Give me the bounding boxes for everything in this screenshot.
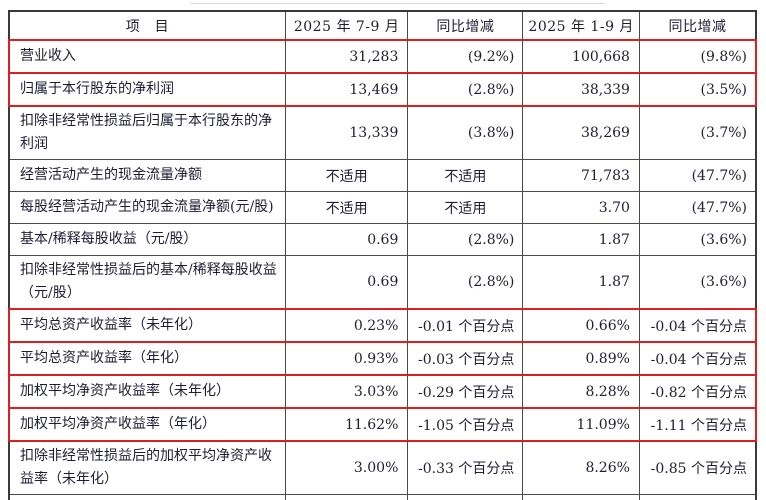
cell-q3-value: 13,339 (284, 105, 409, 160)
cell-ytd-yoy: (3.5%) (638, 72, 757, 107)
cell-ytd-yoy: -0.04 个百分点 (638, 308, 757, 343)
cell-q3-yoy: -0.01 个百分点 (407, 308, 524, 343)
cell-ytd-value: 0.89% (522, 341, 640, 376)
cell-ytd-yoy: -1.14 个百分点 (638, 494, 757, 500)
table-row: 平均总资产收益率（年化） 0.93% -0.03 个百分点 0.89% -0.0… (7, 341, 757, 376)
cell-ytd-value: 1.87 (522, 223, 640, 256)
cell-q3-yoy: -0.03 个百分点 (407, 341, 524, 376)
cell-q3-value: 0.69 (284, 223, 409, 256)
cell-ytd-value: 8.26% (522, 440, 640, 495)
cell-item-label: 扣除非经常性损益后的加权平均净资产收益率（未年化） (8, 440, 286, 495)
cell-ytd-yoy: (9.8%) (638, 39, 757, 74)
cell-q3-value: 3.03% (284, 374, 409, 409)
cell-ytd-yoy: (3.6%) (638, 223, 757, 256)
cell-item-label: 扣除非经常性损益后归属于本行股东的净利润 (8, 105, 286, 160)
table-body: 营业收入 31,283 (9.2%) 100,668 (9.8%) 归属于本行股… (7, 39, 757, 500)
cell-q3-value: 13,469 (284, 72, 409, 107)
cell-q3-value: 不适用 (284, 159, 409, 192)
cell-ytd-yoy: -1.11 个百分点 (638, 407, 757, 442)
column-header-q3-yoy: 同比增减 (407, 10, 524, 41)
financial-summary-table: 项 目 2025 年 7-9 月 同比增减 2025 年 1-9 月 同比增减 … (7, 10, 757, 500)
cell-q3-yoy: -0.29 个百分点 (407, 374, 524, 409)
cell-ytd-value: 11.07% (522, 494, 640, 500)
cell-ytd-value: 0.66% (522, 308, 640, 343)
cell-ytd-value: 8.28% (522, 374, 640, 409)
cell-q3-yoy: (2.8%) (407, 255, 524, 310)
column-header-q3-period: 2025 年 7-9 月 (284, 10, 409, 41)
cell-q3-yoy: (2.8%) (407, 223, 524, 256)
cell-q3-yoy: 不适用 (407, 159, 524, 192)
cell-ytd-value: 38,339 (522, 72, 640, 107)
cell-item-label: 加权平均净资产收益率（年化） (7, 407, 286, 442)
cell-item-label: 归属于本行股东的净利润 (7, 72, 286, 107)
cell-q3-value: 0.69 (284, 255, 409, 310)
cell-q3-value: 0.23% (284, 308, 409, 343)
cell-item-label: 每股经营活动产生的现金流量净额(元/股) (8, 191, 286, 224)
cell-q3-value: 31,283 (284, 39, 409, 74)
cell-q3-value: 3.00% (284, 440, 409, 495)
column-header-ytd-yoy: 同比增减 (638, 10, 757, 41)
column-header-item: 项 目 (8, 10, 286, 41)
table-row: 加权平均净资产收益率（年化） 11.62% -1.05 个百分点 11.09% … (7, 407, 757, 442)
table-row: 每股经营活动产生的现金流量净额(元/股) 不适用 不适用 3.70 (47.7%… (8, 191, 757, 224)
table-row: 扣除非经常性损益后的基本/稀释每股收益（元/股） 0.69 (2.8%) 1.8… (8, 255, 757, 310)
cell-q3-yoy: (2.8%) (407, 72, 524, 107)
table-row: 扣除非经常性损益后归属于本行股东的净利润 13,339 (3.8%) 38,26… (8, 105, 757, 160)
cell-ytd-yoy: (47.7%) (638, 159, 757, 192)
cell-q3-yoy: (3.8%) (407, 105, 524, 160)
cell-q3-yoy: 不适用 (407, 191, 524, 224)
table-header: 项 目 2025 年 7-9 月 同比增减 2025 年 1-9 月 同比增减 (8, 10, 757, 41)
cell-item-label: 经营活动产生的现金流量净额 (8, 159, 286, 192)
cell-q3-value: 11.62% (284, 407, 409, 442)
cell-item-label: 扣除非经常性损益后的基本/稀释每股收益（元/股） (8, 255, 286, 310)
cell-ytd-value: 11.09% (522, 407, 640, 442)
cell-q3-value: 11.51% (284, 494, 409, 500)
table-row: 加权平均净资产收益率（未年化） 3.03% -0.29 个百分点 8.28% -… (7, 374, 757, 409)
cell-ytd-value: 100,668 (522, 39, 640, 74)
cell-q3-yoy: (9.2%) (407, 39, 524, 74)
cell-q3-yoy: -1.05 个百分点 (407, 407, 524, 442)
table-row: 扣除非经常性损益后的加权平均净资产收益率（未年化） 3.00% -0.33 个百… (8, 440, 757, 495)
cell-ytd-yoy: -0.85 个百分点 (638, 440, 757, 495)
cell-q3-value: 不适用 (284, 191, 409, 224)
cell-item-label: 基本/稀释每股收益（元/股） (8, 223, 286, 256)
cell-item-label: 平均总资产收益率（年化） (7, 341, 286, 376)
cell-item-label: 扣除非经常性损益后的加权平均净资产收益率（年化） (8, 494, 286, 500)
cell-q3-yoy: -1.18 个百分点 (407, 494, 524, 500)
table-row: 扣除非经常性损益后的加权平均净资产收益率（年化） 11.51% -1.18 个百… (8, 494, 757, 500)
cell-ytd-yoy: (47.7%) (638, 191, 757, 224)
table-row: 归属于本行股东的净利润 13,469 (2.8%) 38,339 (3.5%) (7, 72, 757, 107)
cell-ytd-value: 3.70 (522, 191, 640, 224)
table-row: 基本/稀释每股收益（元/股） 0.69 (2.8%) 1.87 (3.6%) (8, 223, 757, 256)
column-header-ytd-period: 2025 年 1-9 月 (522, 10, 640, 41)
table-row: 平均总资产收益率（未年化） 0.23% -0.01 个百分点 0.66% -0.… (7, 308, 757, 343)
cell-item-label: 加权平均净资产收益率（未年化） (7, 374, 286, 409)
table-row: 经营活动产生的现金流量净额 不适用 不适用 71,783 (47.7%) (8, 159, 757, 192)
cell-ytd-value: 71,783 (522, 159, 640, 192)
cell-ytd-value: 38,269 (522, 105, 640, 160)
cell-ytd-yoy: -0.82 个百分点 (638, 374, 757, 409)
cell-ytd-value: 1.87 (522, 255, 640, 310)
cell-q3-yoy: -0.33 个百分点 (407, 440, 524, 495)
cell-ytd-yoy: (3.7%) (638, 105, 757, 160)
cell-q3-value: 0.93% (284, 341, 409, 376)
cell-ytd-yoy: (3.6%) (638, 255, 757, 310)
header-row: 项 目 2025 年 7-9 月 同比增减 2025 年 1-9 月 同比增减 (8, 10, 757, 41)
cell-item-label: 平均总资产收益率（未年化） (7, 308, 286, 343)
cell-item-label: 营业收入 (7, 39, 286, 74)
table-row: 营业收入 31,283 (9.2%) 100,668 (9.8%) (7, 39, 757, 74)
cell-ytd-yoy: -0.04 个百分点 (638, 341, 757, 376)
cropped-content-artifact (190, 3, 605, 4)
